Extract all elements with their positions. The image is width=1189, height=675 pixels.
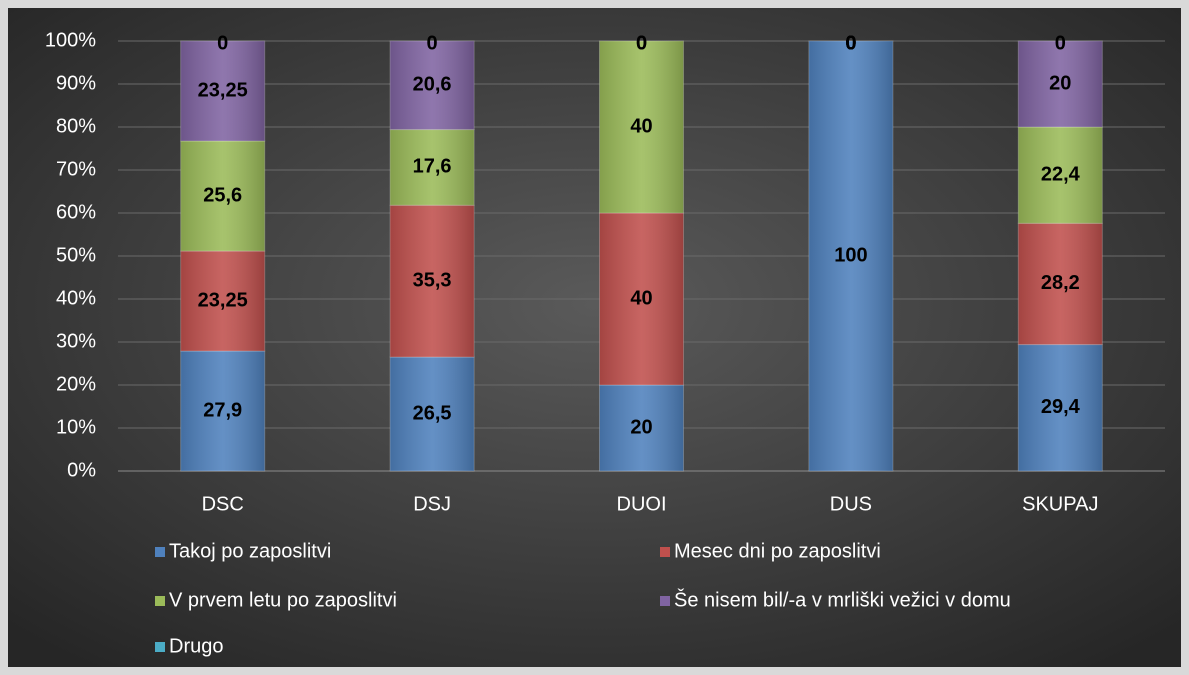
legend-label: Takoj po zaposlitvi xyxy=(169,540,331,562)
data-label: 20,6 xyxy=(413,74,452,96)
bar-shine xyxy=(599,213,684,385)
legend-swatch xyxy=(660,547,670,557)
bar-shine xyxy=(390,129,475,206)
y-tick-label: 40% xyxy=(56,287,96,309)
data-label: 0 xyxy=(636,32,647,54)
x-tick-label: DUOI xyxy=(617,493,667,515)
bar-shine xyxy=(1018,223,1103,345)
data-label: 40 xyxy=(630,115,652,137)
legend-swatch xyxy=(155,596,165,606)
bar-shine xyxy=(390,357,475,471)
data-label: 100 xyxy=(834,244,867,266)
data-label: 0 xyxy=(845,32,856,54)
y-tick-label: 50% xyxy=(56,244,96,266)
bar-shine xyxy=(1018,127,1103,224)
x-tick-label: SKUPAJ xyxy=(1022,493,1098,515)
y-tick-label: 60% xyxy=(56,201,96,223)
legend-label: Še nisem bil/-a v mrliški vežici v domu xyxy=(674,588,1011,611)
y-tick-label: 20% xyxy=(56,373,96,395)
legend-swatch xyxy=(660,596,670,606)
data-label: 0 xyxy=(427,32,438,54)
y-tick-label: 30% xyxy=(56,330,96,352)
legend-swatch xyxy=(155,642,165,652)
bar-shine xyxy=(1018,344,1103,471)
data-label: 22,4 xyxy=(1041,163,1081,185)
y-tick-label: 100% xyxy=(45,29,96,51)
bar-shine xyxy=(599,385,684,471)
data-label: 23,25 xyxy=(198,289,248,311)
y-tick-label: 90% xyxy=(56,72,96,94)
y-tick-label: 0% xyxy=(67,459,96,481)
data-label: 26,5 xyxy=(413,402,452,424)
bar-shine xyxy=(180,140,265,252)
data-label: 0 xyxy=(217,32,228,54)
x-tick-label: DSC xyxy=(202,493,244,515)
bar-shine xyxy=(180,251,265,352)
data-label: 0 xyxy=(1055,32,1066,54)
bar-shine xyxy=(180,41,265,141)
data-label: 0 xyxy=(845,32,856,54)
data-label: 20 xyxy=(630,416,652,438)
y-tick-label: 10% xyxy=(56,416,96,438)
data-label: 40 xyxy=(630,287,652,309)
data-label: 17,6 xyxy=(413,156,452,178)
data-label: 0 xyxy=(845,32,856,54)
data-label: 25,6 xyxy=(203,184,242,206)
y-tick-label: 80% xyxy=(56,115,96,137)
bar-shine xyxy=(180,351,265,471)
bar-shine xyxy=(599,41,684,213)
data-label: 35,3 xyxy=(413,269,452,291)
legend-label: Drugo xyxy=(169,635,223,657)
bar-shine xyxy=(390,41,475,130)
bar-shine xyxy=(390,205,475,358)
legend-label: V prvem letu po zaposlitvi xyxy=(169,589,397,611)
data-label: 0 xyxy=(636,32,647,54)
bar-shine xyxy=(1018,41,1103,127)
data-label: 20 xyxy=(1049,72,1071,94)
legend-swatch xyxy=(155,547,165,557)
legend-label: Mesec dni po zaposlitvi xyxy=(674,540,881,562)
x-tick-label: DUS xyxy=(830,493,872,515)
bar-shine xyxy=(808,41,893,471)
data-label: 28,2 xyxy=(1041,272,1080,294)
data-label: 27,9 xyxy=(203,399,242,421)
data-label: 23,25 xyxy=(198,79,248,101)
y-tick-label: 70% xyxy=(56,158,96,180)
data-label: 29,4 xyxy=(1041,396,1081,418)
x-tick-label: DSJ xyxy=(413,493,451,515)
data-label: 0 xyxy=(845,32,856,54)
